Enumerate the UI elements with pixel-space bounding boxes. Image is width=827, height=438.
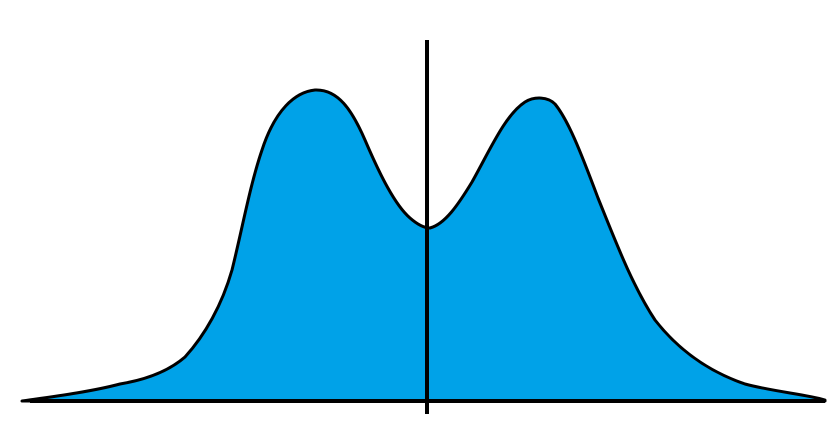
distribution-area — [20, 88, 827, 403]
